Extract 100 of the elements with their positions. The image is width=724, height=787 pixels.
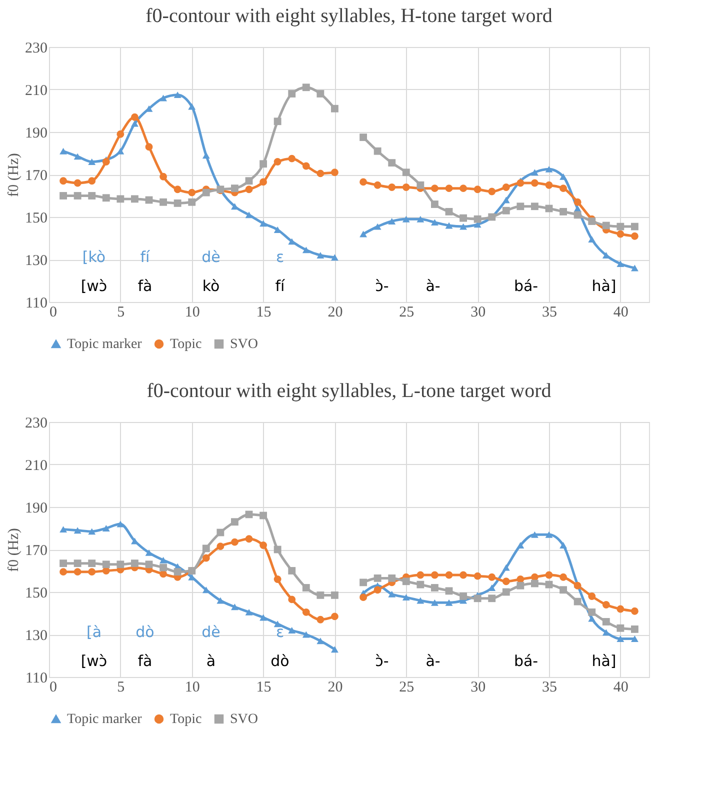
point xyxy=(445,222,453,229)
point xyxy=(502,206,510,214)
point xyxy=(602,629,610,636)
point xyxy=(388,159,396,167)
x-tick-label: 5 xyxy=(117,680,125,696)
y-tick-label: 190 xyxy=(25,126,48,142)
annotation: ɛ xyxy=(276,623,284,641)
y-axis-title: f0 (Hz) xyxy=(6,153,22,197)
point xyxy=(331,168,338,176)
point xyxy=(302,246,310,254)
point xyxy=(631,264,638,272)
point xyxy=(574,211,582,219)
point xyxy=(516,202,524,210)
point xyxy=(274,576,282,583)
point xyxy=(416,216,424,222)
point xyxy=(102,158,110,166)
point xyxy=(288,596,296,604)
point xyxy=(116,148,124,154)
point xyxy=(231,604,238,610)
annotation: à- xyxy=(426,277,440,295)
point xyxy=(545,166,553,172)
point xyxy=(560,542,567,548)
annotation: fà xyxy=(138,277,152,295)
y-tick-label: 210 xyxy=(25,83,48,99)
legend-label: SVO xyxy=(230,337,258,352)
y-tick-label: 130 xyxy=(25,253,48,269)
point xyxy=(531,202,538,210)
point xyxy=(316,638,324,644)
point xyxy=(616,624,624,632)
point xyxy=(116,130,124,138)
x-tick-label: 40 xyxy=(613,680,628,696)
point xyxy=(245,177,253,185)
point xyxy=(531,179,538,187)
point xyxy=(388,218,396,224)
point xyxy=(316,616,324,624)
point xyxy=(374,181,382,189)
point xyxy=(402,168,410,176)
point xyxy=(116,560,124,568)
annotation: dò xyxy=(270,652,290,670)
annotation: hà] xyxy=(592,652,616,670)
point xyxy=(74,153,82,160)
point xyxy=(231,203,238,210)
point xyxy=(245,186,253,194)
y-tick-label: 150 xyxy=(25,210,48,226)
annotation: à- xyxy=(426,652,440,670)
point xyxy=(631,222,638,230)
point xyxy=(460,223,467,230)
point xyxy=(202,152,210,159)
legend-label: Topic marker xyxy=(67,712,142,727)
x-tick-label: 25 xyxy=(399,680,414,696)
point xyxy=(60,560,67,568)
point xyxy=(102,194,110,202)
point xyxy=(616,230,624,238)
point xyxy=(331,104,338,112)
point xyxy=(74,527,82,534)
point xyxy=(260,614,267,621)
annotation: [kò xyxy=(82,248,106,266)
point xyxy=(60,568,67,576)
point xyxy=(260,160,267,168)
point xyxy=(602,222,610,230)
point xyxy=(160,94,167,102)
point xyxy=(174,186,182,194)
y-tick-label: 110 xyxy=(26,296,48,312)
point xyxy=(331,612,338,620)
point xyxy=(216,597,224,604)
y-tick-label: 110 xyxy=(26,670,48,686)
point xyxy=(631,636,638,642)
point xyxy=(502,564,510,571)
point xyxy=(188,188,196,196)
point xyxy=(616,636,624,642)
x-tick-label: 35 xyxy=(542,304,557,320)
y-tick-label: 190 xyxy=(25,500,48,516)
point xyxy=(288,567,296,574)
point xyxy=(560,184,567,192)
point xyxy=(131,195,138,203)
point xyxy=(274,118,282,126)
point xyxy=(431,200,438,208)
point xyxy=(116,520,124,528)
point xyxy=(360,134,367,142)
x-tick-label: 25 xyxy=(399,304,414,320)
annotation: dè xyxy=(202,623,220,641)
x-tick-label: 40 xyxy=(613,304,628,320)
point xyxy=(631,232,638,240)
point xyxy=(60,526,67,533)
point xyxy=(474,186,482,194)
point xyxy=(174,568,182,576)
annotation: dò xyxy=(136,623,154,641)
point xyxy=(316,170,324,178)
point xyxy=(331,591,338,599)
y-tick-label: 170 xyxy=(25,168,48,184)
point xyxy=(588,236,596,243)
point xyxy=(302,608,310,616)
point xyxy=(431,219,438,226)
legend-label: Topic marker xyxy=(67,337,142,352)
point xyxy=(274,158,282,166)
annotation: fí xyxy=(140,248,151,266)
point xyxy=(60,148,67,154)
annotation: ɔ̀- xyxy=(375,652,389,670)
point xyxy=(231,518,238,526)
point xyxy=(416,181,424,189)
